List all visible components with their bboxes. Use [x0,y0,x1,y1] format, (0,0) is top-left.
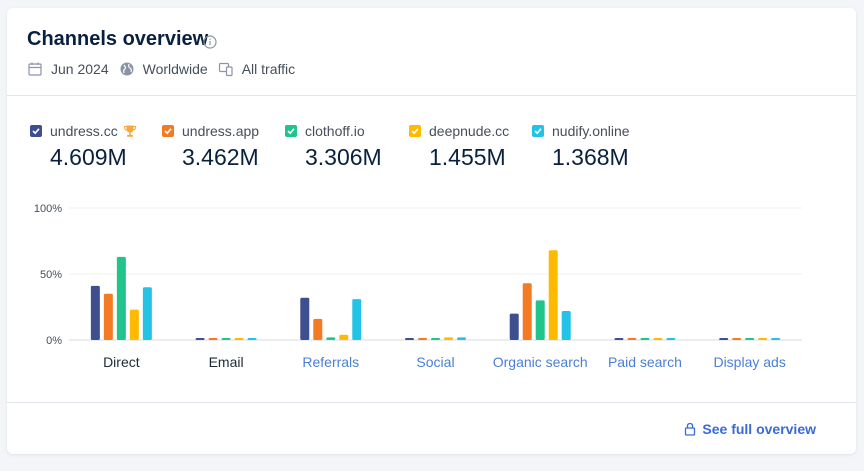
legend-item-clothoff-io[interactable]: clothoff.io 3.306M [285,122,382,171]
bar[interactable] [352,299,362,340]
y-tick-label: 50% [40,269,62,281]
bar-chart: 100% 50% 0% Direct Email Referrals Social Organ… [34,203,802,370]
info-icon[interactable] [203,35,217,49]
legend-label: nudify.online [552,123,630,139]
bar[interactable] [522,283,532,340]
page-title: Channels overview [27,28,209,50]
bar[interactable] [444,337,453,340]
see-full-overview-link[interactable]: See full overview [684,421,816,437]
bar[interactable] [195,338,205,340]
legend-value: 3.306M [305,144,382,170]
legend-value: 1.455M [429,144,506,170]
x-tick-label[interactable]: Referrals [302,354,359,370]
x-tick-label[interactable]: Paid search [608,354,682,370]
legend-item-undress-app[interactable]: undress.app 3.462M [162,122,259,171]
bar[interactable] [548,250,558,340]
see-full-overview-label: See full overview [702,421,816,437]
x-tick-label[interactable]: Display ads [713,354,785,370]
traffic-filter[interactable]: All traffic [241,61,296,77]
legend-label: clothoff.io [305,123,365,139]
legend-label: undress.cc [50,123,118,139]
globe-icon [120,62,134,76]
bar[interactable] [653,338,663,340]
bar[interactable] [509,313,519,340]
bar[interactable] [103,293,113,340]
bar[interactable] [405,338,414,340]
bar[interactable] [313,318,323,340]
bar[interactable] [627,338,637,340]
x-tick-label[interactable]: Organic search [493,354,588,370]
checkbox-icon[interactable] [285,125,297,137]
bar[interactable] [129,309,139,340]
checkbox-icon[interactable] [532,125,544,137]
x-tick-label[interactable]: Social [416,354,454,370]
bar[interactable] [247,338,257,340]
filter-meta: Jun 2024 Worldwide All traffic [27,60,305,78]
x-tick-label: Email [209,354,244,370]
legend-value: 1.368M [552,144,629,170]
bar[interactable] [561,310,571,340]
bar[interactable] [745,338,755,340]
card-header: Channels overview Jun 2024 Worldwide [7,8,856,96]
bar[interactable] [719,338,729,340]
legend-item-undress-cc[interactable]: undress.cc 4.609M [30,122,137,171]
lock-icon [685,422,696,436]
bar[interactable] [457,337,466,340]
bar[interactable] [732,338,742,340]
bar[interactable] [234,338,244,340]
legend-value: 4.609M [50,144,127,170]
bar[interactable] [640,338,650,340]
bar[interactable] [771,338,781,340]
bar[interactable] [326,337,336,340]
bar[interactable] [208,338,218,340]
bar[interactable] [300,297,310,340]
legend-label: deepnude.cc [429,123,510,139]
bar[interactable] [116,256,126,340]
bar[interactable] [666,338,676,340]
channels-overview-card: Channels overview Jun 2024 Worldwide [7,8,856,454]
bar[interactable] [535,300,545,340]
y-tick-label: 0% [46,335,62,347]
legend-item-deepnude-cc[interactable]: deepnude.cc 1.455M [409,122,509,171]
bar[interactable] [431,338,440,340]
y-tick-label: 100% [34,203,62,215]
bar[interactable] [614,338,624,340]
bar[interactable] [142,287,152,340]
bar[interactable] [418,338,427,340]
region-filter[interactable]: Worldwide [142,61,208,77]
checkbox-icon[interactable] [30,125,42,137]
devices-icon [218,62,233,77]
legend-value: 3.462M [182,144,259,170]
checkbox-icon[interactable] [409,125,421,137]
x-tick-label: Direct [103,354,140,370]
checkbox-icon[interactable] [162,125,174,137]
trophy-icon [123,125,136,137]
date-filter[interactable]: Jun 2024 [51,61,109,77]
bar[interactable] [221,338,231,340]
bar[interactable] [90,285,100,340]
legend-item-nudify-online[interactable]: nudify.online 1.368M [532,122,630,171]
legend-label: undress.app [182,123,260,139]
bar[interactable] [758,338,768,340]
card-footer: See full overview [7,402,856,455]
bar[interactable] [339,334,349,340]
calendar-icon [28,62,42,76]
